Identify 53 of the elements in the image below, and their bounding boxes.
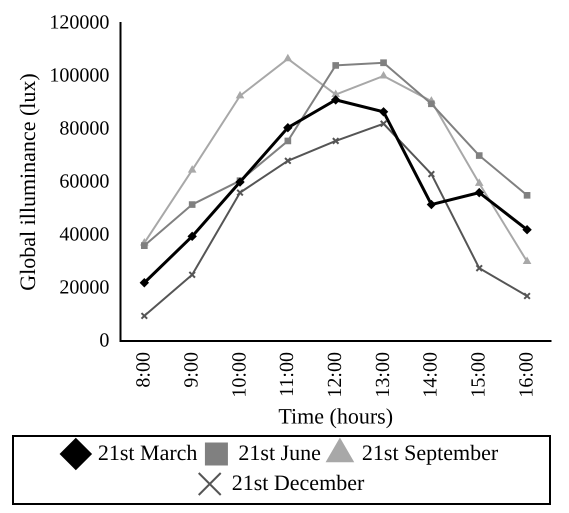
point [475, 178, 484, 186]
x-tick-label: 12:00 [324, 352, 346, 398]
point [332, 62, 340, 69]
point [476, 152, 483, 159]
y-tick-label: 60000 [59, 170, 110, 192]
x-tick-label: 10:00 [228, 352, 250, 398]
y-tick-label: 80000 [59, 117, 110, 140]
legend-label: 21st June [238, 440, 321, 465]
point [426, 200, 436, 210]
x-tick-label: 14:00 [420, 352, 442, 398]
point [332, 137, 340, 145]
point [474, 188, 484, 198]
point [428, 100, 435, 108]
point [236, 188, 244, 196]
x-tick-label: 16:00 [515, 352, 538, 398]
point [380, 120, 388, 128]
point [188, 232, 197, 241]
point [236, 178, 245, 187]
legend-label: 21st September [362, 440, 499, 465]
y-tick-label: 100000 [49, 64, 110, 86]
point [236, 91, 244, 98]
point [188, 201, 196, 208]
legend-label: 21st December [232, 470, 365, 495]
point [140, 242, 148, 249]
point [284, 138, 292, 144]
y-tick-label: 20000 [59, 276, 110, 298]
point [284, 54, 292, 62]
x-axis-title: Time (hours) [278, 404, 394, 429]
x-tick-label: 8:00 [132, 352, 155, 388]
point [379, 107, 388, 116]
y-tick-label: 40000 [59, 223, 110, 246]
y-tick-label: 120000 [49, 11, 110, 34]
x-tick-label: 13:00 [372, 352, 394, 398]
point [475, 264, 484, 272]
x-tick-label: 15:00 [467, 352, 490, 398]
y-tick-label: 0 [99, 329, 110, 352]
point [380, 59, 387, 66]
point [284, 156, 292, 165]
point [522, 225, 532, 234]
legend-label: 21st March [98, 440, 198, 465]
y-axis-title: Global illuminance (lux) [14, 73, 40, 291]
x-tick-label: 11:00 [276, 352, 298, 397]
point [523, 257, 532, 264]
point [188, 270, 196, 279]
point [332, 90, 340, 98]
point [524, 192, 530, 199]
x-tick-label: 9:00 [180, 352, 202, 388]
point [140, 278, 149, 288]
point [428, 170, 436, 178]
point [380, 72, 388, 79]
point [331, 95, 340, 104]
point [188, 166, 196, 173]
point [283, 123, 292, 132]
